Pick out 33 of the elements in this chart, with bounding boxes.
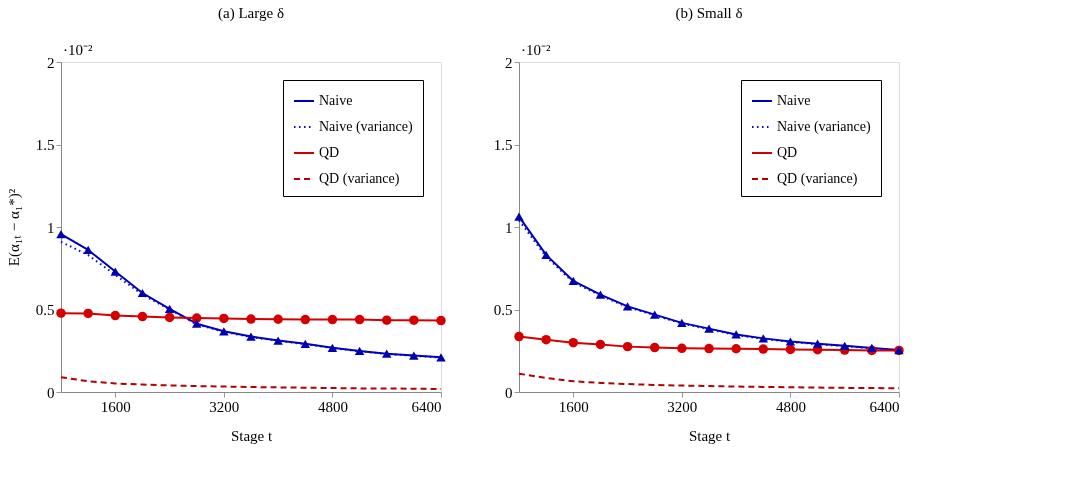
legend-label: Naive bbox=[319, 93, 353, 108]
legend-label: QD bbox=[319, 145, 340, 160]
legend-label: QD bbox=[777, 145, 798, 160]
y-tick-label: 1 bbox=[505, 219, 513, 236]
y-tick-label: 1.5 bbox=[493, 137, 513, 153]
x-tick-label: 3200 bbox=[209, 398, 240, 415]
legend-label: Naive (variance) bbox=[319, 119, 413, 135]
text: ·10⁻² bbox=[521, 42, 551, 58]
x-tick-label: 3200 bbox=[667, 398, 698, 415]
legend-label: QD (variance) bbox=[777, 171, 858, 187]
y-tick-label: 0 bbox=[505, 384, 513, 401]
chart-title: (a) Large δ bbox=[218, 5, 284, 22]
legend-label: Naive bbox=[777, 93, 811, 108]
x-tick-label: 6400 bbox=[411, 398, 442, 415]
x-tick-label: 4800 bbox=[775, 398, 806, 415]
y-tick-label: 0.5 bbox=[493, 302, 513, 318]
legend-label: QD (variance) bbox=[319, 171, 400, 187]
x-axis-title: Stage t bbox=[688, 427, 731, 444]
x-tick-label: 6400 bbox=[869, 398, 900, 415]
y-tick-label: 0.5 bbox=[35, 302, 55, 318]
y-tick-label: 2 bbox=[505, 54, 513, 71]
y-tick-label: 2 bbox=[47, 54, 55, 71]
y-tick-label: 1 bbox=[47, 219, 55, 236]
chart-title: (b) Small δ bbox=[675, 5, 743, 22]
text: ·10⁻² bbox=[63, 42, 93, 58]
x-tick-label: 4800 bbox=[317, 398, 348, 415]
y-axis-title: E(α₁ₜ − α₁*)² bbox=[5, 188, 23, 267]
x-axis-title: Stage t bbox=[230, 427, 273, 444]
legend-label: Naive (variance) bbox=[777, 119, 871, 135]
y-tick-label: 0 bbox=[47, 384, 55, 401]
x-tick-label: 1600 bbox=[558, 398, 589, 415]
x-tick-label: 1600 bbox=[100, 398, 131, 415]
y-tick-label: 1.5 bbox=[35, 137, 55, 153]
